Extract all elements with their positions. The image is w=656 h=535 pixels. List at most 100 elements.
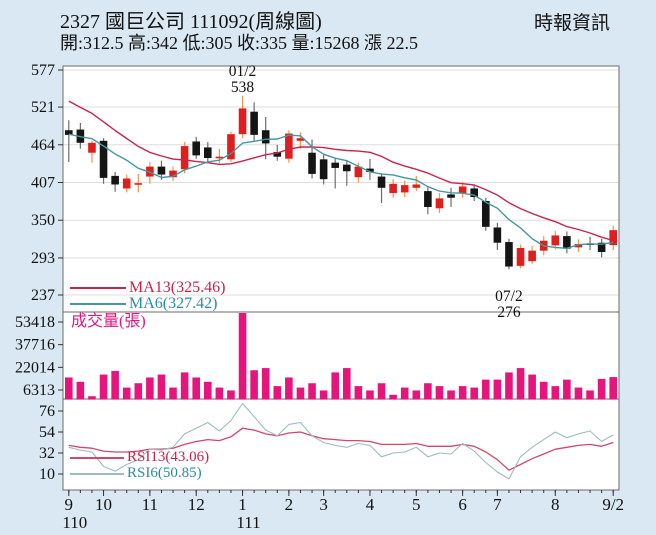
candle-body — [296, 138, 305, 141]
candle-body — [180, 146, 189, 170]
candle-body — [609, 230, 618, 246]
price-tick-label: 350 — [31, 212, 55, 229]
candle-body — [493, 227, 502, 243]
annotation-value: 538 — [231, 79, 255, 96]
quote-summary: 開:312.5 高:342 低:305 收:335 量:15268 漲 22.5 — [60, 33, 419, 53]
volume-bar — [563, 379, 571, 400]
rsi-tick-label: 54 — [39, 424, 55, 441]
month-label: 4 — [366, 495, 375, 514]
volume-bar — [122, 387, 131, 400]
ma6-legend-label: MA6(327.42) — [129, 295, 218, 312]
volume-bar — [157, 374, 166, 400]
volume-bar — [215, 387, 224, 400]
candle-body — [99, 140, 108, 178]
volume-bar — [134, 383, 143, 400]
candle-body — [250, 111, 258, 135]
candle-body — [389, 183, 397, 194]
volume-bar — [551, 386, 560, 400]
volume-bar — [331, 372, 340, 400]
price-tick-label: 577 — [31, 62, 55, 79]
volume-bar — [447, 390, 455, 400]
month-label: 6 — [458, 495, 467, 514]
candle-body — [203, 147, 212, 159]
price-tick-label: 464 — [31, 137, 55, 154]
volume-bar — [470, 387, 479, 400]
volume-bar — [516, 368, 525, 400]
volume-bar — [609, 377, 618, 400]
volume-bar — [412, 390, 421, 400]
rsi-tick-label: 10 — [39, 466, 55, 483]
candle-body — [192, 141, 201, 156]
month-label: 2 — [285, 495, 294, 514]
volume-bar — [539, 381, 548, 400]
volume-bar — [597, 378, 606, 400]
month-label: 11 — [142, 495, 158, 514]
month-label: 10 — [95, 495, 112, 514]
candle-body — [319, 159, 328, 180]
volume-bar — [389, 394, 397, 400]
year-label: 110 — [62, 513, 87, 532]
month-label: 3 — [319, 495, 328, 514]
volume-bar — [192, 377, 201, 400]
volume-bar — [88, 396, 96, 400]
volume-bar — [505, 372, 513, 400]
candle-body — [308, 152, 316, 174]
candle-body — [227, 134, 235, 160]
volume-bar — [458, 386, 467, 400]
candle-body — [64, 130, 73, 135]
volume-bar — [435, 386, 444, 400]
volume-bar — [586, 390, 594, 400]
candle-body — [111, 175, 119, 185]
candle-body — [134, 183, 143, 185]
rsi6-legend-line — [70, 473, 124, 475]
candle-body — [377, 176, 386, 188]
volume-bar — [111, 370, 119, 400]
rsi-tick-label: 32 — [39, 445, 55, 462]
candle-body — [597, 242, 606, 252]
volume-bar — [64, 377, 73, 400]
ma13-line — [68, 100, 614, 242]
candle-body — [331, 162, 340, 168]
chart-frame — [62, 65, 620, 491]
volume-bar — [377, 383, 386, 400]
candle-body — [273, 152, 282, 157]
volume-bar — [493, 379, 502, 400]
month-label: 7 — [493, 495, 502, 514]
candle-body — [574, 244, 583, 248]
volume-bar — [366, 390, 374, 400]
ma6-legend-line — [70, 303, 126, 305]
candle-body — [169, 170, 177, 178]
annotation-value: 276 — [497, 304, 521, 321]
month-label: 12 — [188, 495, 205, 514]
volume-bar — [400, 387, 409, 400]
page-title: 2327 國巨公司 111092(周線圖) — [60, 11, 322, 33]
volume-bar — [227, 390, 235, 400]
volume-tick-label: 37716 — [15, 337, 55, 354]
candle-body — [563, 236, 571, 249]
candle-body — [366, 168, 374, 172]
rsi6-legend-label: RSI6(50.85) — [127, 465, 202, 481]
volume-bar — [528, 374, 536, 400]
volume-bar — [76, 381, 85, 400]
rsi13-legend-label: RSI13(43.06) — [127, 449, 210, 465]
candle-body — [261, 130, 270, 144]
candle-body — [342, 164, 351, 172]
month-label: 5 — [412, 495, 421, 514]
month-label: 8 — [551, 495, 560, 514]
volume-bar — [250, 370, 258, 400]
volume-bar — [481, 379, 490, 400]
volume-bar — [238, 313, 247, 400]
candle-body — [470, 188, 479, 198]
volume-bar — [354, 386, 363, 400]
year-label: 111 — [236, 513, 260, 532]
price-tick-label: 521 — [31, 99, 55, 116]
volume-bar — [261, 368, 270, 400]
volume-tick-label: 22014 — [15, 359, 55, 376]
volume-bar — [342, 368, 351, 400]
candle-body — [122, 178, 131, 189]
volume-bar — [146, 377, 154, 400]
candle-body — [447, 194, 455, 198]
candle-body — [528, 250, 536, 262]
rsi13-legend-line — [70, 457, 124, 459]
